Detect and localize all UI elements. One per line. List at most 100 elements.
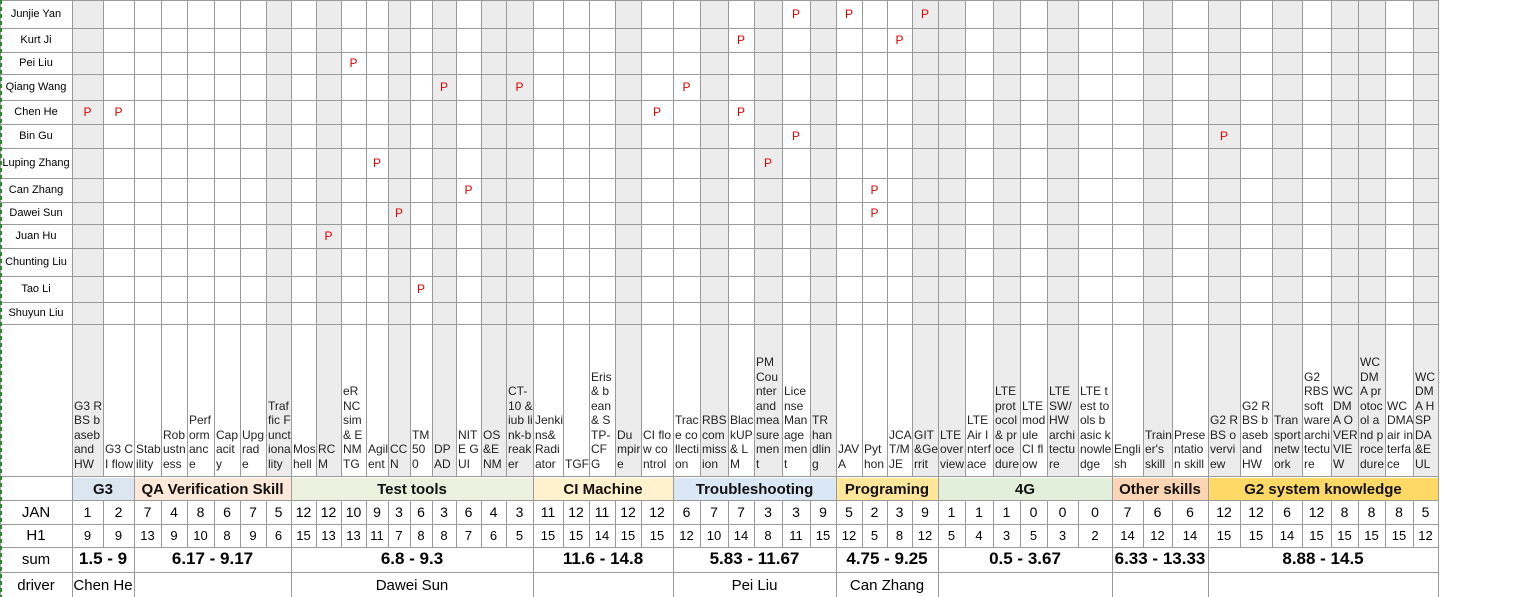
priority-mark[interactable]: P (844, 7, 853, 21)
priority-mark[interactable]: P (736, 105, 745, 119)
h1-value[interactable]: 5 (947, 528, 956, 543)
h1-value[interactable]: 15 (540, 528, 556, 543)
h1-value[interactable]: 5 (1029, 528, 1038, 543)
priority-mark[interactable]: P (372, 156, 381, 170)
category-driver[interactable]: Dawei Sun (375, 576, 449, 594)
priority-mark[interactable]: P (652, 105, 661, 119)
h1-value[interactable]: 9 (114, 528, 123, 543)
jan-value[interactable]: 2 (870, 504, 879, 520)
jan-value[interactable]: 7 (737, 504, 745, 520)
h1-value[interactable]: 15 (296, 528, 311, 543)
h1-value[interactable]: 5 (515, 528, 524, 543)
jan-value[interactable]: 6 (464, 504, 473, 520)
h1-value[interactable]: 15 (649, 528, 665, 543)
category-sum[interactable]: 6.8 - 9.3 (380, 549, 444, 568)
h1-value[interactable]: 9 (170, 528, 178, 543)
jan-value[interactable]: 8 (1395, 504, 1403, 520)
priority-mark[interactable]: P (791, 129, 800, 143)
priority-mark[interactable]: P (515, 80, 524, 94)
jan-value[interactable]: 6 (1186, 504, 1194, 520)
jan-value[interactable]: 0 (1058, 504, 1067, 520)
jan-value[interactable]: 11 (594, 504, 610, 520)
h1-value[interactable]: 15 (620, 528, 636, 543)
h1-value[interactable]: 14 (594, 528, 610, 543)
jan-value[interactable]: 3 (440, 504, 448, 520)
priority-mark[interactable]: P (791, 7, 800, 21)
jan-value[interactable]: 8 (196, 504, 205, 520)
category-header[interactable]: G2 system knowledge (1208, 478, 1438, 500)
h1-value[interactable]: 14 (1182, 528, 1198, 543)
jan-value[interactable]: 6 (682, 504, 691, 520)
category-header[interactable]: Programing (836, 478, 938, 500)
priority-mark[interactable]: P (324, 229, 333, 243)
h1-value[interactable]: 15 (1337, 528, 1352, 543)
category-header[interactable]: QA Verification Skill (134, 478, 291, 500)
jan-value[interactable]: 9 (921, 504, 929, 520)
h1-value[interactable]: 8 (417, 528, 425, 543)
jan-value[interactable]: 3 (395, 504, 403, 520)
category-header[interactable]: 4G (938, 478, 1112, 500)
jan-value[interactable]: 8 (1367, 504, 1376, 520)
jan-value[interactable]: 0 (1029, 504, 1038, 520)
jan-value[interactable]: 3 (515, 504, 524, 520)
jan-value[interactable]: 5 (1421, 504, 1430, 520)
category-driver[interactable] (938, 573, 1112, 597)
h1-value[interactable]: 12 (1418, 528, 1433, 543)
jan-value[interactable]: 6 (1283, 504, 1291, 520)
jan-value[interactable]: 12 (1308, 504, 1325, 520)
jan-value[interactable]: 4 (170, 504, 178, 520)
jan-value[interactable]: 3 (895, 504, 904, 520)
priority-mark[interactable]: P (1219, 129, 1228, 143)
priority-mark[interactable]: P (736, 33, 745, 47)
h1-value[interactable]: 12 (679, 528, 694, 543)
h1-value[interactable]: 13 (140, 528, 155, 543)
jan-value[interactable]: 5 (845, 504, 853, 520)
priority-mark[interactable]: P (394, 206, 403, 220)
priority-mark[interactable]: P (895, 33, 904, 47)
category-header[interactable]: Troubleshooting (673, 478, 836, 500)
jan-value[interactable]: 12 (1216, 504, 1232, 520)
jan-value[interactable]: 12 (568, 504, 584, 520)
category-driver[interactable]: Can Zhang (849, 576, 925, 594)
jan-value[interactable]: 3 (792, 504, 800, 520)
h1-value[interactable]: 6 (489, 528, 498, 543)
h1-value[interactable]: 14 (733, 528, 749, 543)
h1-value[interactable]: 6 (274, 528, 283, 543)
category-driver[interactable]: Pei Liu (731, 576, 778, 594)
priority-mark[interactable]: P (920, 7, 929, 21)
h1-value[interactable]: 7 (464, 528, 473, 543)
h1-value[interactable]: 15 (1216, 528, 1232, 543)
jan-value[interactable]: 4 (489, 504, 498, 520)
h1-value[interactable]: 11 (789, 528, 803, 543)
category-driver[interactable] (134, 573, 291, 597)
h1-value[interactable]: 3 (1058, 528, 1067, 543)
priority-mark[interactable]: P (349, 56, 358, 70)
jan-value[interactable]: 7 (1123, 504, 1132, 520)
h1-value[interactable]: 10 (193, 528, 208, 543)
category-sum[interactable]: 5.83 - 11.67 (709, 549, 800, 568)
priority-mark[interactable]: P (763, 156, 772, 170)
h1-value[interactable]: 9 (249, 528, 257, 543)
h1-value[interactable]: 2 (1091, 528, 1099, 543)
jan-value[interactable]: 12 (1248, 504, 1264, 520)
category-driver[interactable] (533, 573, 673, 597)
jan-value[interactable]: 7 (710, 504, 718, 520)
priority-mark[interactable]: P (870, 183, 879, 197)
category-sum[interactable]: 1.5 - 9 (78, 549, 128, 568)
priority-mark[interactable]: P (83, 105, 92, 119)
jan-value[interactable]: 10 (345, 504, 362, 520)
h1-value[interactable]: 15 (1364, 528, 1379, 543)
category-driver[interactable]: Chen He (73, 576, 133, 594)
h1-value[interactable]: 11 (370, 528, 384, 543)
category-driver[interactable] (1208, 573, 1438, 597)
priority-mark[interactable]: P (464, 183, 473, 197)
priority-mark[interactable]: P (870, 206, 879, 220)
jan-value[interactable]: 0 (1091, 504, 1099, 520)
h1-value[interactable]: 13 (321, 528, 336, 543)
jan-value[interactable]: 7 (143, 504, 152, 520)
category-driver[interactable] (1112, 573, 1208, 597)
h1-value[interactable]: 15 (1248, 528, 1264, 543)
category-header[interactable]: Test tools (291, 478, 533, 500)
h1-value[interactable]: 14 (1120, 528, 1135, 543)
h1-value[interactable]: 8 (223, 528, 231, 543)
